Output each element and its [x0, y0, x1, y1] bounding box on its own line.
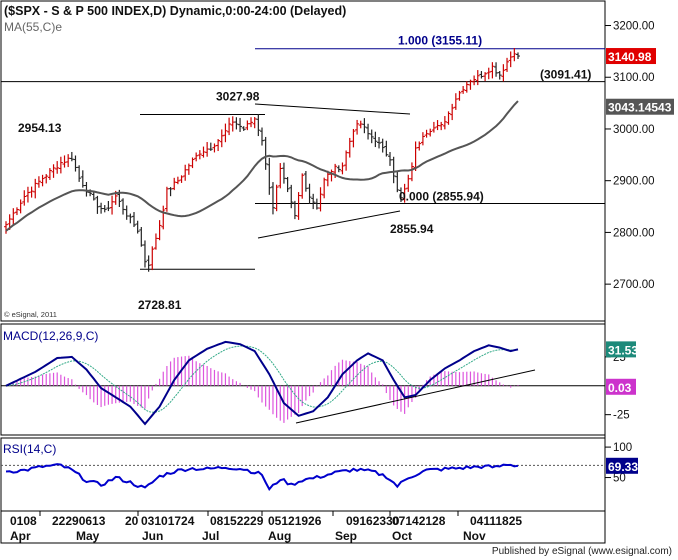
x-day-label: 09162330 [346, 514, 400, 528]
annotation-label: 2954.13 [18, 121, 62, 135]
y-axis-ticks: 3200.00 3100.00 3000.00 2900.00 2800.00 2700.… [605, 21, 655, 485]
macd-signal-line [5, 345, 519, 413]
annotation-label: 0.000 (2855.94) [399, 189, 484, 203]
macd-value-tag: 31.53 [608, 343, 638, 357]
x-month-label: Oct [392, 529, 412, 543]
annotation-label: 2855.94 [390, 222, 434, 236]
value-tags: 3140.98 3043.14543 31.53 0.03 69.33 [606, 48, 674, 474]
x-day-label: 20 [125, 514, 139, 528]
rsi-value-tag: 69.33 [608, 460, 638, 474]
rsi-ytick-label: 50 [613, 473, 626, 485]
chart-title: ($SPX - S & P 500 INDEX,D) Dynamic,0:00-… [4, 4, 346, 18]
x-day-label: 08152229 [210, 514, 264, 528]
annotation-label: 3027.98 [216, 89, 260, 103]
price-ytick-label: 3100.00 [613, 72, 655, 84]
macd-trend-line [295, 369, 536, 424]
price-ytick-label: 2800.00 [613, 227, 655, 239]
lower-trend-line [257, 210, 401, 239]
close-price-tag: 3140.98 [608, 50, 652, 64]
x-month-label: Aug [268, 529, 291, 543]
ma-label: MA(55,C)e [4, 20, 62, 34]
x-day-label: 05121926 [268, 514, 322, 528]
close-price-tag-bg [606, 48, 656, 65]
macd-ytick-label: -25 [613, 410, 630, 422]
x-day-label: 0108 [10, 514, 37, 528]
x-month-label: Sep [335, 529, 357, 543]
x-day-label: 03101724 [141, 514, 195, 528]
price-ytick-label: 3000.00 [613, 124, 655, 136]
histogram-value-tag-bg [606, 378, 636, 395]
x-axis-labels: 0108 22290613 20 03101724 08152229 05121926 09… [10, 511, 522, 543]
trend-lines [254, 103, 536, 424]
rsi-value-tag-bg [606, 457, 638, 474]
x-month-label: May [76, 529, 100, 543]
annotation-label: 2728.81 [138, 298, 182, 312]
rsi-ytick-label: 100 [613, 442, 632, 454]
x-day-label: 04111825 [470, 514, 522, 528]
upper-trend-line [254, 103, 411, 115]
macd-value-tag-bg [606, 341, 636, 358]
x-month-label: Jun [142, 529, 163, 543]
price-ytick-label: 2700.00 [613, 279, 655, 291]
rsi-label: RSI(14,C) [3, 442, 56, 456]
histogram-value-tag: 0.03 [608, 381, 632, 395]
rsi-line [5, 463, 519, 491]
macd-label: MACD(12,26,9,C) [3, 329, 98, 343]
x-day-label: 07142128 [392, 514, 446, 528]
price-ytick-label: 3200.00 [613, 21, 655, 33]
rsi-panel [0, 437, 606, 512]
price-ytick-label: 2900.00 [613, 176, 655, 188]
x-axis-area [0, 510, 606, 544]
footer [0, 544, 678, 560]
x-day-label: 22290613 [52, 514, 106, 528]
x-month-label: Nov [463, 529, 486, 543]
publisher-credit: Published by eSignal (www.esignal.com) [491, 546, 672, 557]
macd-panel [0, 323, 606, 436]
ma-value-tag: 3043.14543 [608, 101, 672, 115]
x-month-label: Apr [10, 529, 31, 543]
annotation-label: (3091.41) [540, 68, 591, 82]
x-month-label: Jul [202, 529, 219, 543]
ma-line [5, 100, 519, 232]
annotation-label: 1.000 (3155.11) [398, 34, 482, 48]
macd-line [5, 340, 519, 426]
annotation-labels: 1.000 (3155.11) (3091.41) 3027.98 2954.13 0.… [18, 34, 591, 312]
ma-value-tag-bg [606, 98, 674, 115]
price-bars [4, 48, 520, 272]
copyright-text: © eSignal, 2011 [4, 310, 57, 319]
